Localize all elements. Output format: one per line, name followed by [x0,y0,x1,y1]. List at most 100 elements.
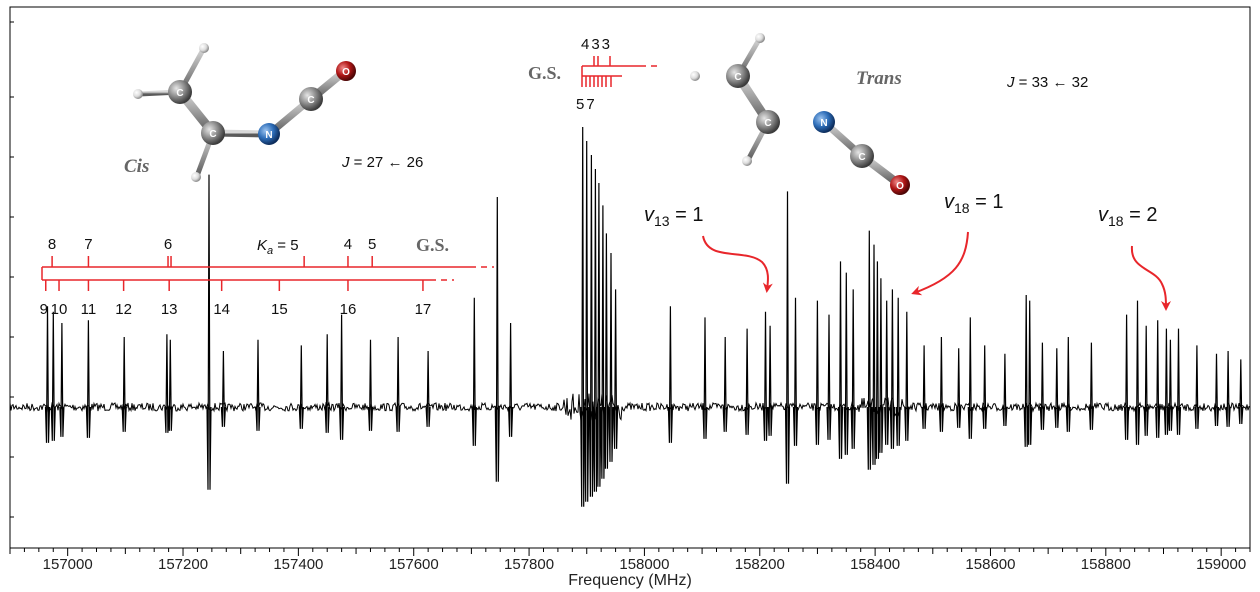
spectral-peak [122,337,126,432]
spectral-peak [1055,348,1059,428]
spectral-peak [786,191,790,483]
spectral-peak [968,317,972,439]
v13-label: v13 = 1 [644,204,704,229]
spectral-peak [1003,354,1007,426]
x-tick-label: 157200 [158,556,208,573]
spectral-peak [1215,354,1219,426]
spectral-peak [879,278,883,453]
x-tick-label: 158400 [850,556,900,573]
cis-j-transition: J = 27 ← 26 [341,154,423,171]
svg-text:C: C [764,118,771,129]
cis-ka-lower-label: 9 [40,301,48,318]
spectral-peak [614,289,618,449]
spectral-peak [764,312,768,441]
spectral-peak [815,301,819,445]
spectrum-trace [10,127,1250,507]
svg-text:C: C [209,129,216,140]
spectral-peak [1239,359,1243,424]
spectral-peak [745,329,749,435]
svg-text:N: N [820,118,827,129]
spectral-peak [509,323,513,437]
cis-ka-lower-label: 15 [271,301,288,318]
spectral-peak [867,231,871,470]
spectral-peak [890,289,894,449]
spectral-peak [1144,326,1148,436]
spectral-peak [609,253,613,462]
spectral-peak [585,141,589,502]
spectral-peak [589,155,593,497]
spectral-peak [703,317,707,439]
cis-ka-lower-label: 17 [415,301,432,318]
svg-text:C: C [858,152,865,163]
spectral-peak [495,197,499,482]
cis-ka-lower-label: 10 [51,301,68,318]
v13-arrow [703,236,768,290]
x-tick-label: 159000 [1196,556,1246,573]
spectral-peak [299,345,303,429]
spectral-peak [256,340,260,431]
svg-text:O: O [896,181,904,192]
svg-text:N: N [265,130,272,141]
spectral-peak [60,323,64,437]
spectral-peak [1066,337,1070,432]
spectral-peak [983,345,987,429]
spectral-peak [1125,315,1129,440]
spectral-peak [939,337,943,432]
spectral-peak [839,261,843,459]
spectral-peak [581,127,585,507]
svg-text:C: C [734,72,741,83]
spectral-peak [896,298,900,446]
spectral-peak [768,326,772,436]
cis-ka-upper-label: 5 [368,236,376,253]
spectral-peak [885,301,889,445]
spectral-peak [1168,340,1172,431]
trans-upper-labels: 433 [581,36,612,53]
cis-ka-lower-label: 11 [81,301,97,318]
trans-label: Trans [856,68,902,89]
v18-1-arrow [914,232,968,293]
spectral-peak [1089,343,1093,430]
spectral-peak [597,183,601,487]
ka-label: Ka = 5 [257,237,299,257]
cis-ka-upper-label: 7 [84,236,92,253]
spectral-peak [668,306,672,443]
spectral-peak [396,337,400,432]
cis-molecule-image: C C N C O [133,43,356,182]
spectral-peak [1156,320,1160,438]
svg-text:O: O [342,67,350,78]
spectral-peak [369,340,373,431]
cis-gs-label: G.S. [416,235,449,255]
trans-assignment-ladder [582,56,662,87]
spectral-peak [957,348,961,428]
spectral-peak [723,337,727,432]
x-tick-label: 157000 [43,556,93,573]
cis-label: Cis [124,156,149,177]
x-tick-label: 158600 [965,556,1015,573]
cis-ka-labels: 8 7 6 4 5 9 10 11 12 13 14 15 16 17 [40,236,432,318]
spectral-peak [472,298,476,446]
x-tick-label: 157400 [273,556,323,573]
spectral-peak [604,233,608,468]
spectral-peak [46,306,50,443]
x-tick-label: 158000 [619,556,669,573]
v18-2-arrow [1132,246,1166,308]
trans-gs-label: G.S. [528,63,561,83]
trans-molecule-image: C C N C O [690,33,910,195]
spectral-peak [1164,329,1168,435]
x-tick-label: 158800 [1081,556,1131,573]
spectral-peak [851,289,855,449]
x-axis: 157000 157200 157400 157600 157800 158000 1582… [10,548,1250,573]
spectral-peak [922,345,926,429]
spectral-peak [325,334,329,433]
svg-text:C: C [176,88,183,99]
spectral-peak [426,351,430,427]
cis-ka-lower-label: 16 [340,301,357,318]
cis-ka-lower-label: 13 [161,301,178,318]
spectral-peak [51,312,55,441]
cis-ka-lower-label: 12 [115,301,132,318]
spectral-peak [844,273,848,455]
trans-lower-labels: 57 [576,96,597,113]
spectral-peak [221,351,225,427]
cis-ka-upper-label: 6 [164,236,172,253]
svg-text:C: C [307,95,314,106]
